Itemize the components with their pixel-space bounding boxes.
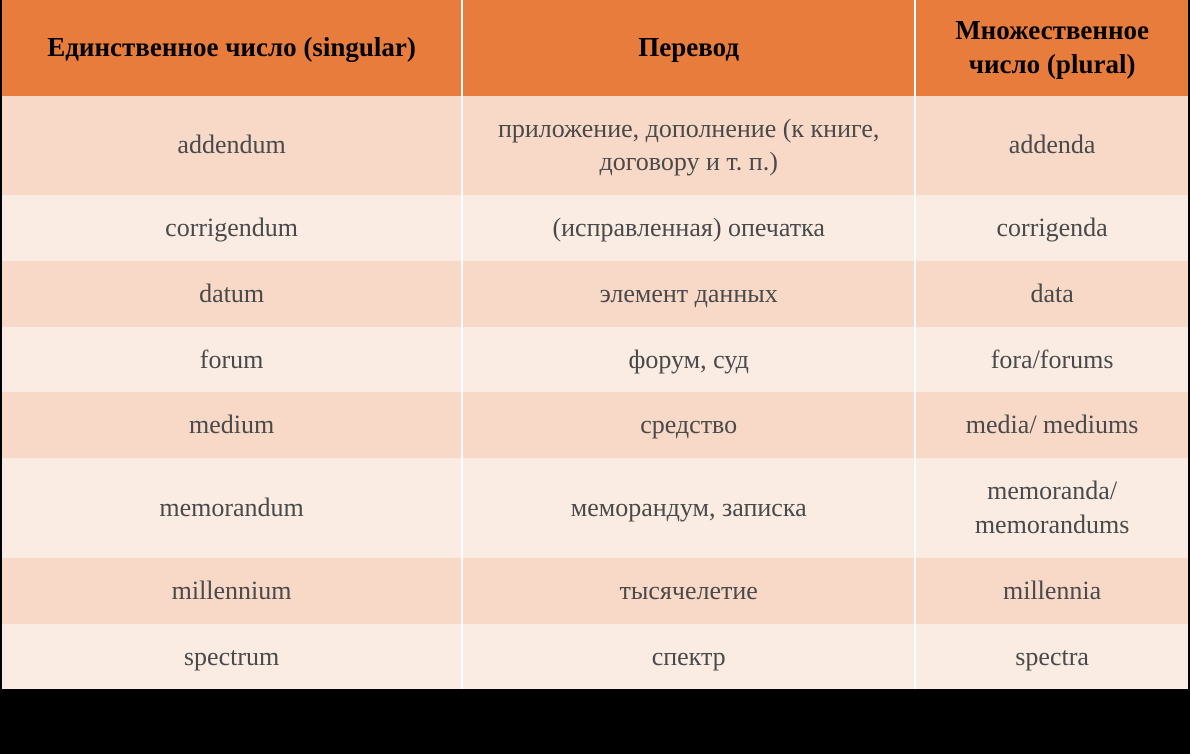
cell-singular: spectrum: [2, 624, 462, 690]
cell-singular: datum: [2, 261, 462, 327]
cell-translation: средство: [462, 392, 915, 458]
col-header-translation: Перевод: [462, 0, 915, 96]
cell-plural: data: [915, 261, 1188, 327]
col-header-plural: Множественное число (plural): [915, 0, 1188, 96]
cell-translation: спектр: [462, 624, 915, 690]
cell-translation: форум, суд: [462, 327, 915, 393]
cell-plural: corrigenda: [915, 195, 1188, 261]
cell-singular: medium: [2, 392, 462, 458]
cell-singular: addendum: [2, 96, 462, 196]
cell-plural: fora/forums: [915, 327, 1188, 393]
cell-singular: forum: [2, 327, 462, 393]
cell-singular: millennium: [2, 558, 462, 624]
cell-translation: (исправленная) опечатка: [462, 195, 915, 261]
table-row: medium средство media/ mediums: [2, 392, 1188, 458]
col-header-singular: Единственное число (singular): [2, 0, 462, 96]
table-row: corrigendum (исправленная) опечатка corr…: [2, 195, 1188, 261]
cell-plural: memoranda/ memorandums: [915, 458, 1188, 558]
table-row: millennium тысячелетие millennia: [2, 558, 1188, 624]
cell-plural: spectra: [915, 624, 1188, 690]
table-row: addendum приложение, дополнение (к книге…: [2, 96, 1188, 196]
cell-plural: millennia: [915, 558, 1188, 624]
cell-singular: corrigendum: [2, 195, 462, 261]
cell-singular: memorandum: [2, 458, 462, 558]
table-row: memorandum меморандум, записка memoranda…: [2, 458, 1188, 558]
table-row: spectrum спектр spectra: [2, 624, 1188, 690]
plurals-table: Единственное число (singular) Перевод Мн…: [2, 0, 1188, 689]
cell-translation: тысячелетие: [462, 558, 915, 624]
cell-plural: addenda: [915, 96, 1188, 196]
table-header-row: Единственное число (singular) Перевод Мн…: [2, 0, 1188, 96]
plurals-table-container: Единственное число (singular) Перевод Мн…: [2, 0, 1188, 689]
cell-translation: элемент данных: [462, 261, 915, 327]
cell-translation: приложение, дополнение (к книге, договор…: [462, 96, 915, 196]
table-row: datum элемент данных data: [2, 261, 1188, 327]
cell-plural: media/ mediums: [915, 392, 1188, 458]
cell-translation: меморандум, записка: [462, 458, 915, 558]
table-row: forum форум, суд fora/forums: [2, 327, 1188, 393]
